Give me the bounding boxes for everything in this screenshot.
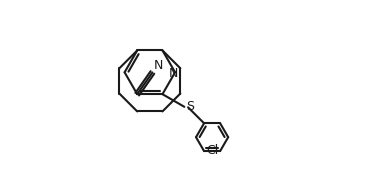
Text: N: N [154,59,163,72]
Text: Cl: Cl [206,144,218,157]
Text: N: N [169,67,178,80]
Text: S: S [186,100,195,113]
